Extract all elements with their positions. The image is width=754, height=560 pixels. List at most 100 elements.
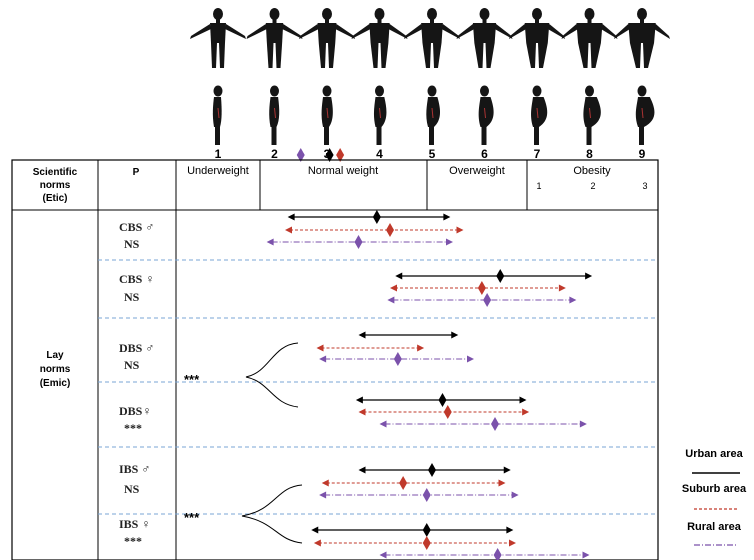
range-4-urban (355, 393, 527, 407)
scale-markers (296, 148, 345, 162)
side-figure-2 (269, 85, 280, 145)
front-figure-9 (614, 8, 670, 68)
obesity-class-2: 2 (590, 181, 595, 191)
scale-number-6: 6 (481, 147, 488, 161)
range-6-suburb (313, 536, 516, 550)
legend: Urban area Suburb area Rural area (682, 448, 747, 546)
mean-marker (438, 393, 447, 407)
between-sig-ibs: *** (184, 510, 200, 525)
mean-marker (422, 488, 431, 502)
brace-ibs (241, 484, 303, 544)
front-figure-7 (509, 8, 565, 68)
header-obesity: Obesity (573, 165, 611, 177)
lay-norms-label: norms (40, 364, 71, 375)
scale-number-7: 7 (534, 147, 541, 161)
group-sig-cbs-female: NS (124, 290, 140, 304)
group-sig-dbs-male: NS (124, 358, 140, 372)
side-figure-9 (635, 85, 655, 145)
group-sig-cbs-male: NS (124, 237, 140, 251)
obesity-class-3: 3 (642, 181, 647, 191)
range-1-suburb (285, 223, 464, 237)
group-label-ibs-female: IBS ♀ (119, 517, 150, 531)
mean-marker (354, 235, 363, 249)
front-figure-2 (246, 8, 303, 68)
front-figure-3 (299, 8, 355, 68)
side-figure-3 (321, 85, 333, 145)
between-sig-dbs: *** (184, 372, 200, 387)
range-6-urban (311, 523, 514, 537)
scale-marker-suburb (336, 148, 345, 162)
scale-number-5: 5 (429, 147, 436, 161)
mean-marker (422, 523, 431, 537)
side-figure-7 (531, 85, 548, 145)
header-p: P (133, 167, 140, 178)
range-4-rural (379, 417, 587, 431)
mean-marker (493, 548, 502, 560)
body-silhouettes (190, 8, 670, 145)
front-figure-4 (351, 8, 408, 68)
front-figure-6 (456, 8, 513, 68)
mean-marker (496, 269, 505, 283)
mean-marker (386, 223, 394, 237)
range-2-rural (387, 293, 577, 307)
side-figure-1 (212, 85, 223, 145)
range-bars (266, 210, 593, 560)
header-normal-weight: Normal weight (308, 165, 378, 177)
header-overweight: Overweight (449, 165, 505, 177)
range-2-urban (395, 269, 593, 283)
table-border (11, 159, 659, 560)
header-scientific: Scientific (33, 167, 78, 178)
legend-rural-label: Rural area (687, 521, 742, 533)
side-figure-4 (373, 85, 387, 145)
scale-marker-rural (296, 148, 305, 162)
group-label-dbs-male: DBS ♂ (119, 341, 154, 355)
group-sig-ibs-male: NS (124, 482, 140, 496)
lay-emic-label: (Emic) (40, 378, 71, 389)
range-5-urban (358, 463, 511, 477)
scale-number-8: 8 (586, 147, 593, 161)
mean-marker (372, 210, 381, 224)
scale-number-4: 4 (376, 147, 383, 161)
group-label-ibs-male: IBS ♂ (119, 462, 150, 476)
brace-dbs (245, 342, 299, 408)
group-sig-dbs-female: *** (124, 421, 142, 435)
range-3-rural (319, 352, 474, 366)
mean-marker (483, 293, 492, 307)
obesity-class-1: 1 (536, 181, 541, 191)
group-label-cbs-female: CBS ♀ (119, 272, 154, 286)
range-3-suburb (316, 344, 425, 352)
side-figure-5 (426, 85, 441, 145)
mean-marker (491, 417, 499, 431)
range-5-rural (319, 488, 519, 502)
header-etic: (Etic) (43, 193, 68, 204)
range-4-suburb (358, 405, 530, 419)
row-dividers (98, 259, 658, 515)
mean-marker (393, 352, 402, 366)
mean-marker (477, 281, 486, 295)
range-2-suburb (390, 281, 566, 295)
group-labels: CBS ♂ NS CBS ♀ NS DBS ♂ NS DBS♀ *** IBS … (119, 220, 154, 548)
legend-suburb-label: Suburb area (682, 483, 747, 495)
side-figure-6 (478, 85, 494, 145)
mean-marker (443, 405, 452, 419)
group-sig-ibs-female: *** (124, 534, 142, 548)
range-1-rural (266, 235, 453, 249)
mean-marker (422, 536, 431, 550)
range-5-suburb (321, 476, 506, 490)
group-label-cbs-male: CBS ♂ (119, 220, 154, 234)
range-1-urban (287, 210, 451, 224)
header-norms: norms (40, 180, 71, 191)
scale-marker-urban (325, 148, 334, 162)
front-figure-5 (404, 8, 460, 68)
front-figure-1 (190, 8, 246, 68)
range-3-urban (358, 331, 459, 339)
scale-number-9: 9 (639, 147, 646, 161)
group-label-dbs-female: DBS♀ (119, 404, 151, 418)
scale-number-2: 2 (271, 147, 278, 161)
front-figure-8 (561, 8, 618, 68)
lay-label: Lay (46, 350, 64, 361)
header-underweight: Underweight (187, 165, 249, 177)
scale-numbers: 123456789 (215, 147, 646, 161)
range-6-rural (379, 548, 590, 560)
